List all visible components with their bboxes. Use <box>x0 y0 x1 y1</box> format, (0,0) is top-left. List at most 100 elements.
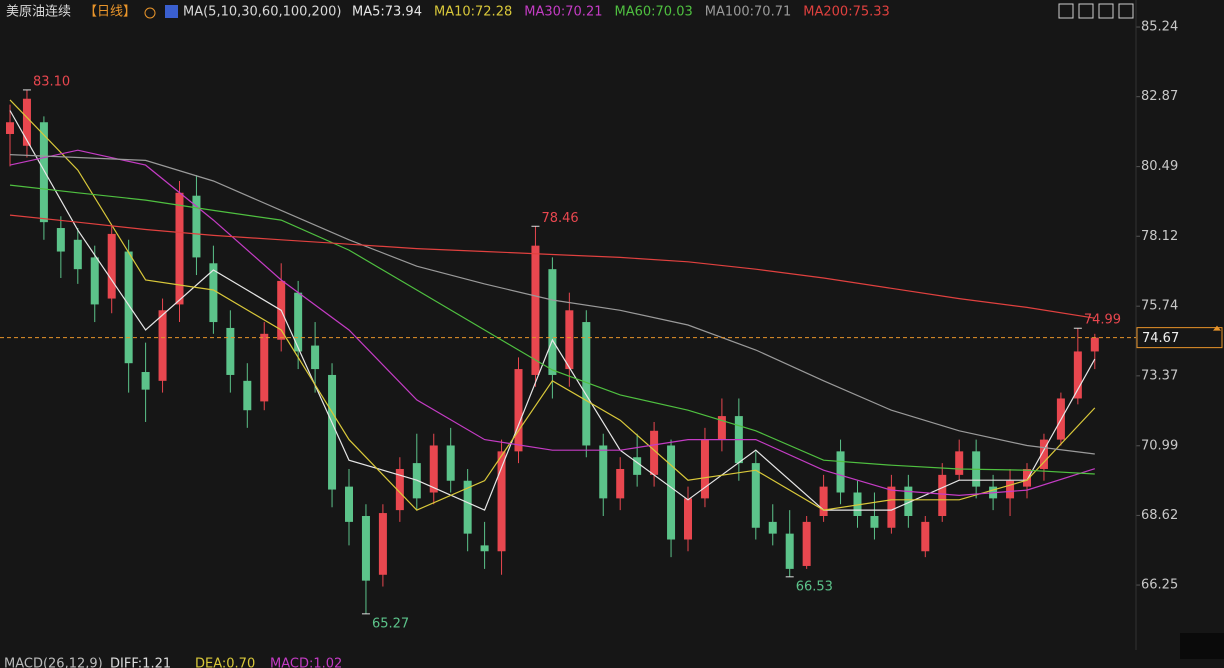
y-tick-label: 73.37 <box>1141 368 1178 383</box>
legend-entry: MA100:70.71 <box>705 5 792 20</box>
candle-body <box>785 533 794 569</box>
ma-line <box>9 184 1095 475</box>
macd-dea: DEA:0.70 <box>195 657 255 668</box>
candle-body <box>243 380 252 411</box>
candle-body <box>582 322 591 446</box>
y-tick-label: 82.87 <box>1141 89 1178 104</box>
legend-entry: MA10:72.28 <box>434 5 512 20</box>
extreme-label: 74.99 <box>1084 313 1121 328</box>
extreme-label: 65.27 <box>372 616 409 631</box>
macd-value: MACD:1.02 <box>270 657 342 668</box>
candle-body <box>904 486 913 517</box>
candle-body <box>260 333 269 402</box>
tool-button[interactable] <box>1098 3 1114 19</box>
candle-body <box>836 451 845 493</box>
tool-button[interactable] <box>1118 3 1134 19</box>
candle-body <box>192 195 201 258</box>
candle-body <box>497 451 506 552</box>
candle-body <box>480 545 489 552</box>
candle-body <box>6 122 14 134</box>
candle-body <box>700 439 709 499</box>
candle-body <box>73 239 82 270</box>
symbol: 美原油连续 <box>6 4 71 20</box>
candle-body <box>650 430 659 475</box>
legend-entry: MA60:70.03 <box>614 5 692 20</box>
tool-button[interactable] <box>1058 3 1074 19</box>
y-tick-label: 70.99 <box>1141 438 1178 453</box>
candle-body <box>1073 351 1082 399</box>
candle-body <box>599 445 608 499</box>
candle-body <box>158 310 167 381</box>
candle-body <box>378 513 387 575</box>
period[interactable]: 【日线】 <box>84 5 136 20</box>
last-price-arrow <box>1213 325 1221 331</box>
candle-body <box>124 251 133 364</box>
toolbar <box>1058 3 1134 19</box>
ma-line <box>9 214 1095 319</box>
candle-body <box>717 416 726 440</box>
candle-body <box>667 445 676 540</box>
candle-body <box>938 474 947 517</box>
ma-line <box>9 154 1095 455</box>
candle-body <box>955 451 964 475</box>
candle-body <box>548 269 557 375</box>
ma-line <box>9 99 1096 511</box>
candle-body <box>751 463 760 528</box>
candle-body <box>90 257 99 305</box>
candle-body <box>39 122 48 223</box>
candle-body <box>209 263 218 323</box>
y-tick-label: 78.12 <box>1141 229 1178 244</box>
candle-body <box>141 372 150 390</box>
candle-body <box>565 310 574 370</box>
candle-body <box>395 468 404 511</box>
macd-title: MACD(26,12,9) <box>4 657 103 668</box>
candle-body <box>361 516 370 581</box>
ma-params: MA(5,10,30,60,100,200) <box>183 5 341 20</box>
candle-body <box>107 233 116 299</box>
candle-body <box>887 486 896 528</box>
y-tick-label: 68.62 <box>1141 508 1178 523</box>
candle-body <box>463 480 472 534</box>
candle-body <box>328 374 337 490</box>
candle-body <box>853 492 862 517</box>
candle-body <box>819 486 828 517</box>
candle-body <box>56 228 65 252</box>
candle-body <box>446 445 455 481</box>
candle-body <box>1006 480 1015 499</box>
settings-icon[interactable] <box>144 7 156 19</box>
last-price-label: 74.67 <box>1142 331 1179 346</box>
candle-body <box>1039 439 1048 469</box>
legend-entry: MA30:70.21 <box>524 5 602 20</box>
ma-line <box>9 149 1095 497</box>
candle-body <box>802 521 811 566</box>
candle-body <box>226 327 235 375</box>
candle-body <box>870 516 879 528</box>
legend-entry: MA5:73.94 <box>352 5 422 20</box>
ma-icon[interactable] <box>165 5 178 18</box>
macd-diff: DIFF:1.21 <box>110 657 171 668</box>
extreme-label: 66.53 <box>796 579 833 594</box>
candle-body <box>616 468 625 499</box>
candle-body <box>294 292 303 352</box>
candle-body <box>921 521 930 552</box>
extreme-label: 78.46 <box>541 211 578 226</box>
header: 美原油连续 【日线】 MA(5,10,30,60,100,200) <box>6 4 341 20</box>
legend-entry: MA200:75.33 <box>803 5 890 20</box>
candle-body <box>514 369 523 452</box>
candle-body <box>429 445 438 493</box>
candle-body <box>22 98 31 146</box>
candle-body <box>1023 468 1031 487</box>
candle-body <box>531 245 540 375</box>
tool-button[interactable] <box>1078 3 1094 19</box>
macd-header: MACD(26,12,9) DIFF:1.21 DEA:0.70 MACD:1.… <box>4 657 342 668</box>
candle-body <box>633 457 642 475</box>
extreme-label: 83.10 <box>33 74 70 89</box>
last-price-box <box>1136 327 1223 349</box>
y-tick-label: 80.49 <box>1141 159 1178 174</box>
candle-body <box>311 345 320 370</box>
corner-box <box>1180 633 1224 659</box>
candle-body <box>345 486 353 522</box>
y-tick-label: 66.25 <box>1141 578 1178 593</box>
y-tick-label: 85.24 <box>1141 20 1178 35</box>
